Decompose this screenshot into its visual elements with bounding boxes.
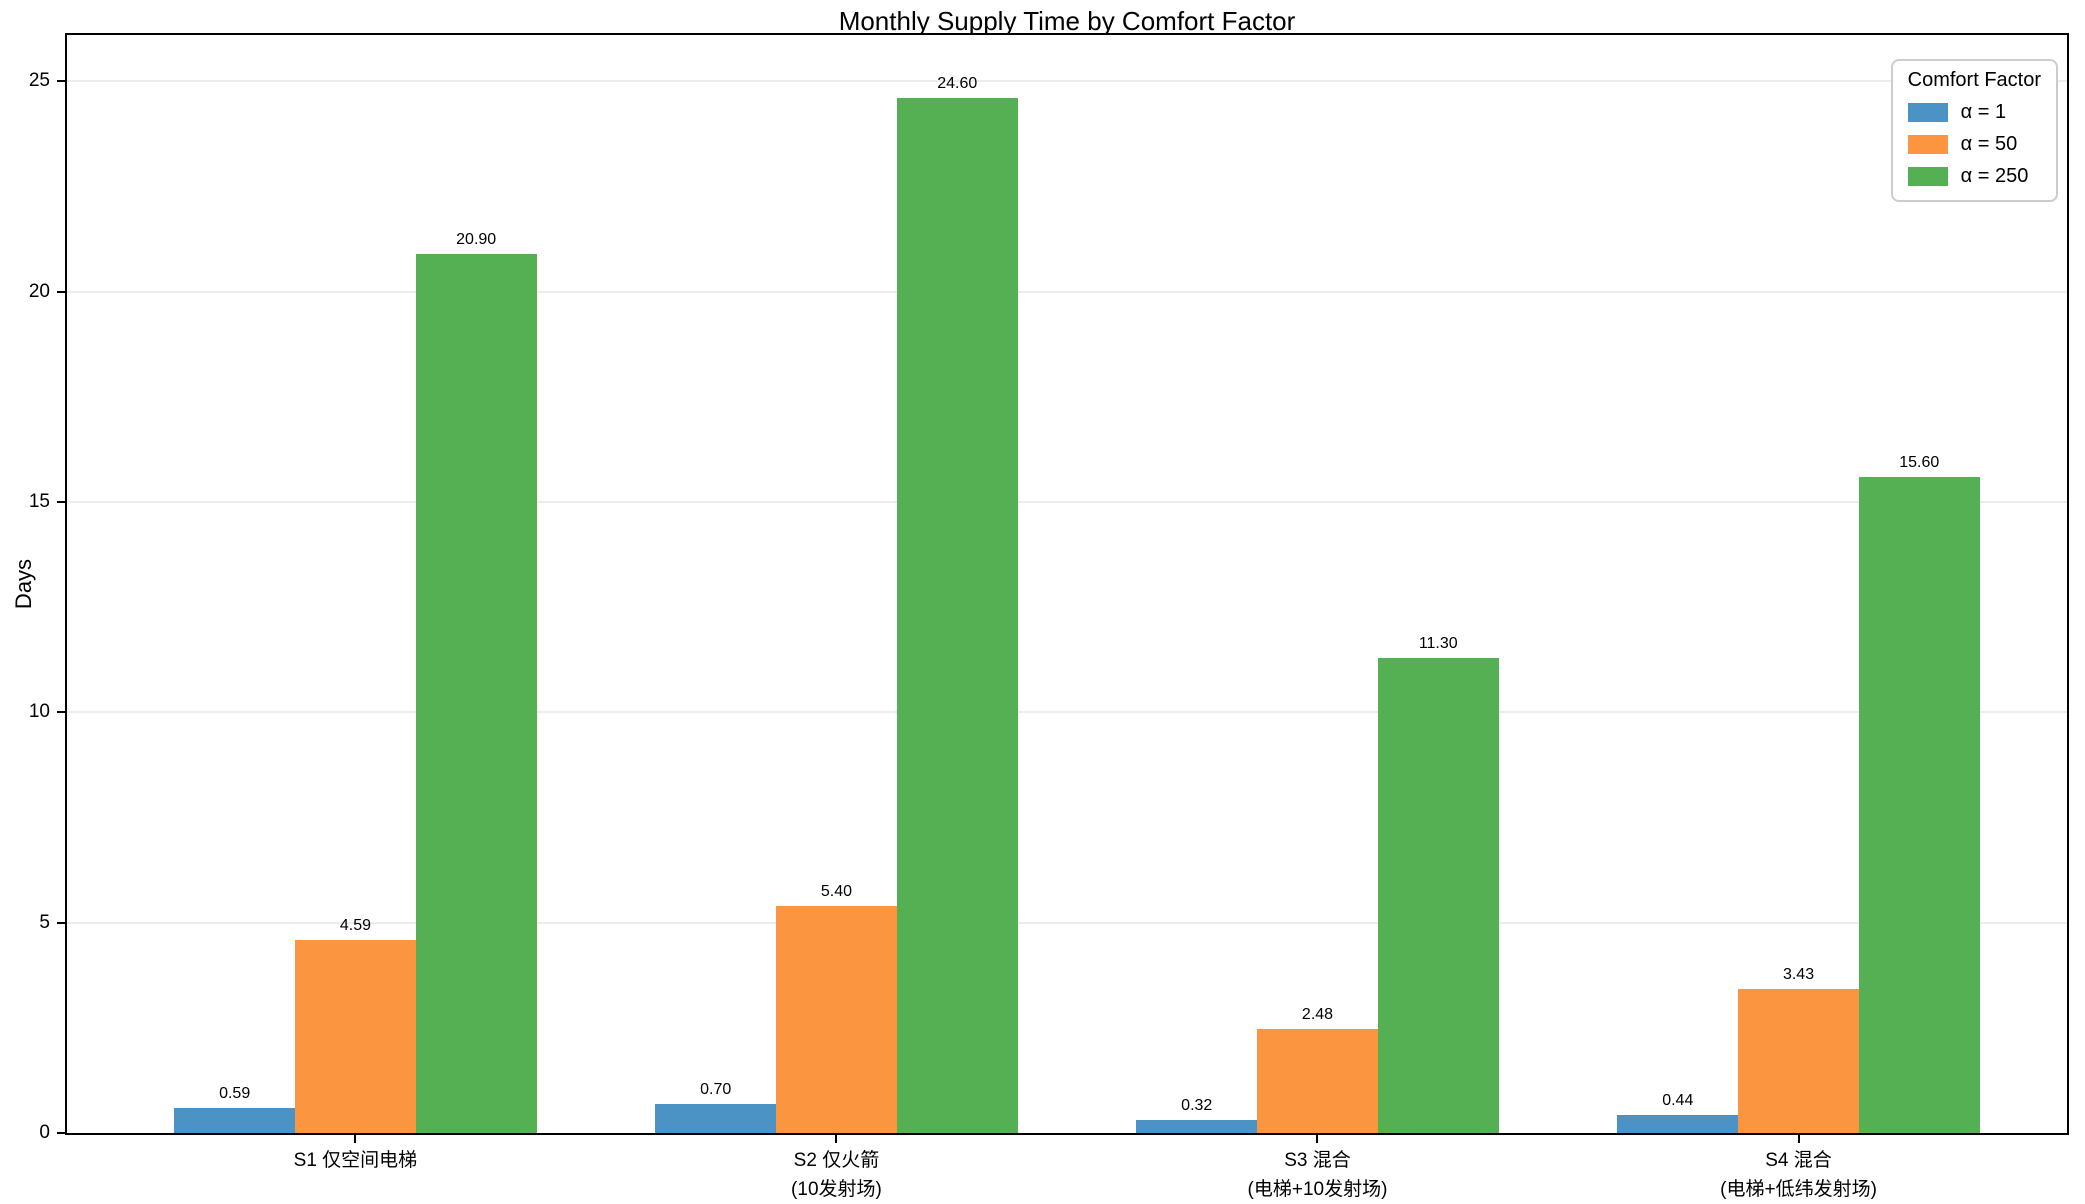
bar-value-label: 5.40 (821, 883, 852, 901)
bar-value-label: 20.90 (456, 231, 496, 249)
y-tick-mark-20 (57, 291, 66, 293)
legend: Comfort Factor α = 1 α = 50 α = 250 (1891, 59, 2058, 202)
gridline-y-20 (67, 291, 2067, 293)
x-tick-label-1: S1 仅空间电梯 (294, 1146, 418, 1175)
y-tick-label-0: 0 (39, 1122, 50, 1144)
bar-value-label: 0.44 (1662, 1092, 1693, 1110)
legend-entry-3: α = 250 (1908, 165, 2041, 188)
gridline-y-10 (67, 711, 2067, 713)
bar-value-label: 2.48 (1302, 1006, 1333, 1024)
legend-entry-1: α = 1 (1908, 101, 2041, 124)
bar-group1-series2 (295, 940, 416, 1133)
x-tick-mark-4 (1798, 1134, 1800, 1143)
bar-value-label: 3.43 (1783, 966, 1814, 984)
bar-value-label: 0.59 (219, 1085, 250, 1103)
x-tick-label-2: S2 仅火箭(10发射场) (791, 1146, 882, 1204)
x-tick-label-3: S3 混合(电梯+10发射场) (1248, 1146, 1388, 1204)
legend-entries: α = 1 α = 50 α = 250 (1908, 101, 2041, 188)
y-axis-label: Days (11, 559, 37, 609)
legend-entry-label: α = 250 (1961, 165, 2029, 188)
x-tick-mark-1 (354, 1134, 356, 1143)
legend-color-patch (1908, 167, 1948, 186)
bar-group2-series2 (776, 906, 897, 1133)
legend-color-patch (1908, 135, 1948, 154)
gridline-y-15 (67, 501, 2067, 503)
y-tick-label-20: 20 (29, 281, 50, 303)
x-tick-mark-2 (835, 1134, 837, 1143)
bar-group3-series2 (1257, 1029, 1378, 1133)
y-tick-mark-0 (57, 1132, 66, 1134)
bar-value-label: 24.60 (937, 75, 977, 93)
y-tick-label-10: 10 (29, 701, 50, 723)
x-tick-mark-3 (1316, 1134, 1318, 1143)
bar-group2-series3 (897, 98, 1018, 1133)
y-tick-label-5: 5 (39, 912, 50, 934)
bar-group1-series1 (174, 1108, 295, 1133)
gridline-y-25 (67, 80, 2067, 82)
bar-value-label: 15.60 (1899, 454, 1939, 472)
bar-group4-series1 (1617, 1115, 1738, 1134)
y-tick-mark-10 (57, 711, 66, 713)
y-tick-mark-15 (57, 501, 66, 503)
x-tick-label-4: S4 混合(电梯+低纬发射场) (1720, 1146, 1877, 1204)
bar-group3-series3 (1378, 658, 1499, 1133)
bar-group4-series3 (1859, 477, 1980, 1133)
bar-group4-series2 (1738, 989, 1859, 1133)
legend-entry-label: α = 50 (1961, 133, 2018, 156)
bar-value-label: 11.30 (1419, 635, 1458, 653)
y-tick-label-25: 25 (29, 70, 50, 92)
chart-title: Monthly Supply Time by Comfort Factor (65, 6, 2069, 36)
bar-value-label: 0.70 (700, 1081, 731, 1099)
legend-entry-label: α = 1 (1961, 101, 2006, 124)
legend-color-patch (1908, 103, 1948, 122)
legend-entry-2: α = 50 (1908, 133, 2041, 156)
bar-value-label: 4.59 (340, 917, 371, 935)
y-tick-label-15: 15 (29, 491, 50, 513)
bar-group1-series3 (416, 254, 537, 1133)
bar-group3-series1 (1136, 1120, 1257, 1133)
bar-value-label: 0.32 (1181, 1097, 1212, 1115)
bar-group2-series1 (655, 1104, 776, 1133)
legend-title: Comfort Factor (1908, 69, 2041, 92)
y-tick-mark-25 (57, 80, 66, 82)
y-tick-mark-5 (57, 922, 66, 924)
